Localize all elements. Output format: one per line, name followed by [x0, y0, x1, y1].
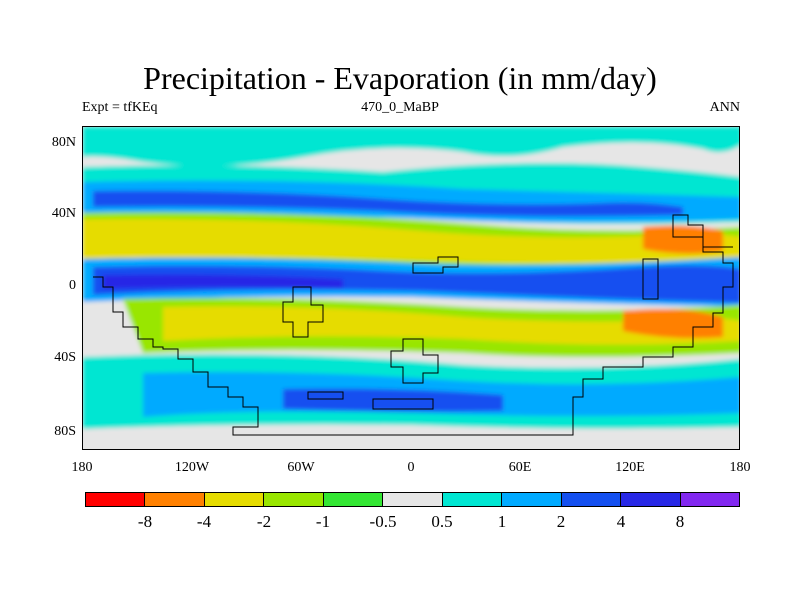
inland-basin-outline-4 — [307, 391, 344, 400]
colorbar-label: 4 — [616, 512, 626, 531]
colorbar-box — [86, 493, 146, 506]
colorbar-label: -1 — [315, 512, 331, 531]
colorbar — [85, 492, 740, 507]
contour-map-svg — [83, 127, 739, 449]
lon-label: 120W — [174, 460, 210, 475]
inland-basin-outline-3 — [412, 256, 459, 274]
time-period-label: 470_0_MaBP — [361, 100, 439, 115]
colorbar-box — [204, 493, 265, 506]
lon-label: 60E — [508, 460, 532, 475]
colorbar-box — [502, 493, 562, 506]
colorbar-box — [383, 493, 443, 506]
lon-label: 60W — [287, 460, 315, 475]
colorbar-label: -4 — [196, 512, 212, 531]
lat-label: 80S — [54, 424, 76, 439]
colorbar-label: -2 — [256, 512, 272, 531]
arctic-surplus-band — [83, 127, 739, 166]
colorbar-box — [323, 493, 384, 506]
lon-label: 120E — [615, 460, 645, 475]
colorbar-box — [264, 493, 324, 506]
colorbar-label: 0.5 — [431, 512, 453, 531]
experiment-label: Expt = tfKEq — [82, 100, 158, 115]
inland-basin-outline-1 — [282, 286, 324, 338]
north-subtropic-deficit — [83, 218, 739, 264]
inland-basin-outline-2 — [390, 338, 439, 384]
colorbar-box — [145, 493, 205, 506]
north-subtropic-strong-deficit — [643, 225, 723, 254]
lon-label: 180 — [71, 460, 93, 475]
south-subtropic-deficit — [163, 306, 739, 345]
colorbar-box — [561, 493, 622, 506]
lat-label: 40S — [54, 350, 76, 365]
continent-outline-west — [93, 214, 734, 436]
inland-basin-outline-5 — [372, 398, 434, 410]
lat-label: 80N — [51, 135, 76, 150]
itcz-core — [103, 274, 343, 289]
south-subtropic-strong-deficit — [623, 309, 723, 339]
colorbar-box — [621, 493, 681, 506]
lon-label: 0 — [407, 460, 415, 475]
season-label: ANN — [709, 100, 740, 115]
colorbar-label: 1 — [497, 512, 507, 531]
lat-label: 0 — [69, 278, 76, 293]
colorbar-box — [442, 493, 503, 506]
south-storm-track-core — [283, 388, 503, 412]
map-title: Precipitation - Evaporation (in mm/day) — [143, 60, 657, 96]
contour-map — [82, 126, 740, 450]
itcz-strong-surplus — [93, 265, 739, 303]
colorbar-label: 8 — [675, 512, 685, 531]
north-storm-track-core — [93, 190, 683, 217]
land-outlines — [93, 214, 734, 436]
colorbar-label: -8 — [137, 512, 153, 531]
colorbar-label: 2 — [556, 512, 566, 531]
lat-label: 40N — [51, 206, 76, 221]
colorbar-box — [680, 493, 739, 506]
lon-label: 180 — [729, 460, 751, 475]
colorbar-label: -0.5 — [369, 512, 397, 531]
antarctic-near-zero — [83, 428, 739, 449]
inland-basin-outline-6 — [642, 258, 659, 300]
